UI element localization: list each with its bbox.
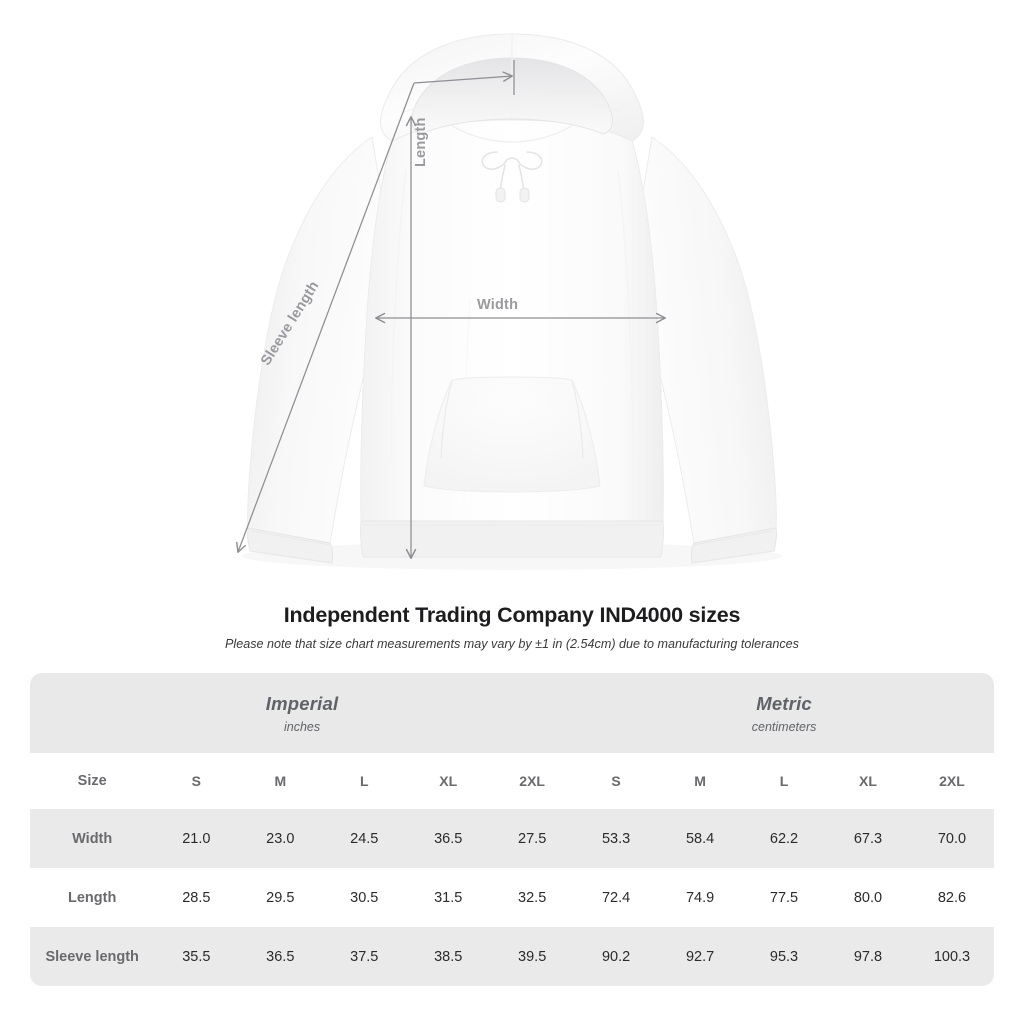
cell-length-metric-m: 74.9 (658, 868, 743, 927)
unit-group-row: Imperial inches Metric centimeters (30, 673, 994, 753)
cell-width-metric-l: 62.2 (742, 809, 826, 868)
cell-length-metric-l: 77.5 (742, 868, 826, 927)
cell-width-metric-s: 53.3 (574, 809, 659, 868)
unit-group-imperial-sub: inches (283, 719, 321, 734)
col-header-imperial-s: S (154, 753, 239, 809)
cell-sleeve-metric-xl: 97.8 (825, 927, 910, 986)
col-header-imperial-2xl: 2XL (490, 753, 575, 809)
cell-width-metric-2xl: 70.0 (909, 809, 994, 868)
measurement-label-width: Width (477, 297, 519, 313)
cell-sleeve-imperial-s: 35.5 (154, 927, 239, 986)
size-table-container: Imperial inches Metric centimeters Size … (30, 673, 994, 986)
unit-group-imperial: Imperial inches (30, 673, 575, 753)
cell-sleeve-metric-m: 92.7 (658, 927, 743, 986)
cell-sleeve-metric-2xl: 100.3 (909, 927, 994, 986)
cell-length-imperial-s: 28.5 (154, 868, 239, 927)
cell-length-imperial-xl: 31.5 (406, 868, 491, 927)
row-label-sleeve-length: Sleeve length (30, 927, 155, 986)
garment-diagram: Length Width Sleeve length (236, 33, 777, 564)
cell-width-imperial-s: 21.0 (154, 809, 239, 868)
cell-sleeve-imperial-2xl: 39.5 (490, 927, 575, 986)
size-chart-table: Imperial inches Metric centimeters Size … (30, 673, 994, 986)
table-row: Length 28.5 29.5 30.5 31.5 32.5 72.4 74.… (30, 868, 994, 927)
col-header-metric-s: S (574, 753, 659, 809)
cell-length-metric-s: 72.4 (574, 868, 659, 927)
page-title: Independent Trading Company IND4000 size… (283, 603, 741, 627)
col-header-metric-l: L (742, 753, 826, 809)
cell-sleeve-metric-s: 90.2 (574, 927, 659, 986)
cell-length-imperial-m: 29.5 (238, 868, 323, 927)
unit-group-metric: Metric centimeters (574, 673, 994, 753)
tolerance-note: Please note that size chart measurements… (225, 637, 799, 651)
cell-width-imperial-m: 23.0 (238, 809, 323, 868)
col-header-metric-m: M (658, 753, 743, 809)
cell-width-imperial-l: 24.5 (322, 809, 407, 868)
col-header-imperial-m: M (238, 753, 323, 809)
col-header-metric-xl: XL (825, 753, 910, 809)
unit-group-metric-name: Metric (756, 692, 812, 714)
unit-group-metric-sub: centimeters (751, 719, 817, 734)
sleeve-guide-arrow (236, 82, 415, 553)
column-header-row: Size S M L XL 2XL S M L XL 2XL (30, 753, 994, 809)
col-header-imperial-l: L (322, 753, 407, 809)
cell-sleeve-imperial-l: 37.5 (322, 927, 407, 986)
cell-sleeve-imperial-xl: 38.5 (406, 927, 491, 986)
cell-sleeve-imperial-m: 36.5 (238, 927, 323, 986)
col-header-imperial-xl: XL (406, 753, 491, 809)
cell-length-metric-xl: 80.0 (825, 868, 910, 927)
cell-width-imperial-xl: 36.5 (406, 809, 491, 868)
cell-width-metric-xl: 67.3 (825, 809, 910, 868)
cell-length-imperial-l: 30.5 (322, 868, 407, 927)
row-label-length: Length (30, 868, 155, 927)
unit-group-imperial-name: Imperial (265, 692, 339, 714)
table-row: Width 21.0 23.0 24.5 36.5 27.5 53.3 58.4… (30, 809, 994, 868)
measurement-label-length: Length (413, 117, 429, 167)
cell-length-metric-2xl: 82.6 (909, 868, 994, 927)
cell-sleeve-metric-l: 95.3 (742, 927, 826, 986)
heading-block: Independent Trading Company IND4000 size… (0, 603, 1024, 651)
col-header-metric-2xl: 2XL (909, 753, 994, 809)
sleeve-leader-line (413, 71, 513, 84)
cell-width-imperial-2xl: 27.5 (490, 809, 575, 868)
hoodie-illustration (236, 33, 777, 564)
corner-label: Size (30, 753, 155, 809)
cell-width-metric-m: 58.4 (658, 809, 743, 868)
cell-length-imperial-2xl: 32.5 (490, 868, 575, 927)
row-label-width: Width (30, 809, 155, 868)
table-row: Sleeve length 35.5 36.5 37.5 38.5 39.5 9… (30, 927, 994, 986)
